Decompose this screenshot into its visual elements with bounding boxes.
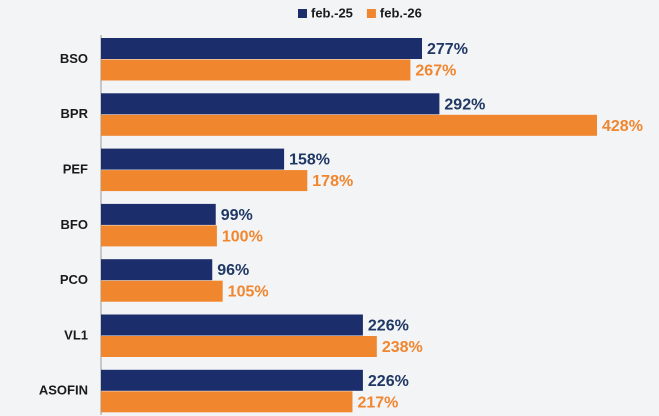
category-label: VL1 bbox=[64, 327, 88, 342]
value-label: 292% bbox=[444, 96, 485, 113]
value-label: 226% bbox=[368, 373, 409, 390]
category-label: PCO bbox=[60, 272, 88, 287]
bar bbox=[101, 225, 217, 247]
legend-label: feb.-25 bbox=[311, 5, 353, 20]
value-label: 105% bbox=[228, 284, 269, 301]
value-label: 428% bbox=[602, 118, 643, 135]
bar bbox=[101, 148, 285, 170]
value-label: 277% bbox=[427, 41, 468, 58]
bar bbox=[101, 114, 597, 136]
value-label: 238% bbox=[382, 339, 423, 356]
bar bbox=[101, 93, 440, 115]
category-label: BPR bbox=[61, 106, 89, 121]
category-label: BFO bbox=[61, 217, 88, 232]
bar bbox=[101, 314, 363, 336]
value-label: 96% bbox=[217, 262, 249, 279]
legend-swatch bbox=[298, 9, 307, 18]
category-label: ASOFIN bbox=[39, 383, 88, 398]
value-label: 100% bbox=[222, 228, 263, 245]
bar bbox=[101, 369, 363, 391]
category-label: BSO bbox=[60, 51, 88, 66]
bar bbox=[101, 259, 213, 281]
value-label: 267% bbox=[415, 62, 456, 79]
value-label: 158% bbox=[289, 152, 330, 169]
value-label: 178% bbox=[312, 173, 353, 190]
legend-swatch bbox=[366, 9, 376, 18]
value-label: 99% bbox=[221, 207, 253, 224]
value-label: 226% bbox=[368, 317, 409, 334]
bar bbox=[101, 38, 423, 59]
bar bbox=[101, 391, 353, 413]
bar bbox=[101, 59, 411, 81]
bar bbox=[101, 336, 377, 357]
bar bbox=[101, 170, 308, 192]
legend-label: feb.-26 bbox=[380, 5, 422, 20]
category-label: PEF bbox=[63, 162, 88, 177]
bar bbox=[101, 203, 216, 225]
bar bbox=[101, 280, 223, 302]
value-label: 217% bbox=[357, 394, 398, 411]
